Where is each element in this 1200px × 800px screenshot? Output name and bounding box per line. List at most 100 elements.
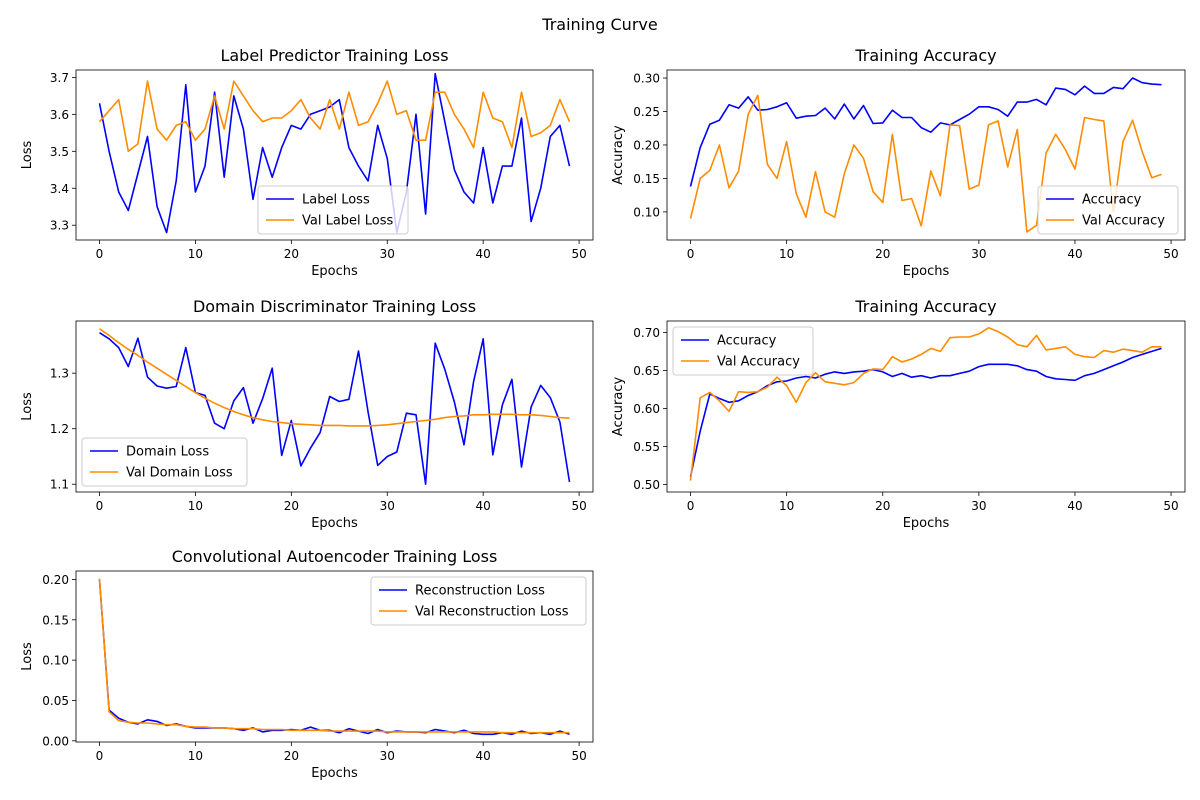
subplot-3-axes-frame (75, 320, 594, 493)
subplot-5-x-tick-label: 50 (571, 749, 586, 763)
subplot-4-x-tick-label: 0 (687, 499, 695, 513)
subplot-4-y-tick-label: 0.55 (633, 440, 660, 454)
subplot-4-legend-label-2: Val Accuracy (717, 355, 800, 370)
subplot-4-title: Training Accuracy (854, 297, 996, 316)
subplot-2-y-tick-label: 0.20 (633, 138, 660, 152)
subplot-5-y-tick-label: 0.15 (42, 613, 69, 627)
subplot-1-x-axis-label: Epochs (311, 264, 358, 279)
subplot-5-legend: Reconstruction Loss Val Reconstruction Lo… (370, 576, 587, 626)
subplot-3-y-tick-label: 1.2 (50, 422, 69, 436)
subplot-1-x-tick-label: 50 (571, 247, 586, 261)
subplot-2-series-2-line (689, 94, 1162, 233)
subplot-1-x-tick-label: 0 (96, 247, 104, 261)
subplot-4-y-tick-label: 0.60 (633, 402, 660, 416)
subplot-5-x-tick-label: 10 (188, 749, 203, 763)
subplot-1-y-tick-label: 3.7 (50, 71, 69, 85)
subplot-1-title: Label Predictor Training Loss (220, 46, 448, 65)
subplot-4-y-tick-label: 0.65 (633, 364, 660, 378)
subplot-2-x-tick-label: 10 (779, 247, 794, 261)
subplot-2: Training Accuracy 0 10 20 30 40 50 0.10 0.15 0.20… (611, 46, 1186, 279)
subplot-5-y-tick-label: 0.20 (42, 573, 69, 587)
figure-suptitle: Training Curve (541, 15, 657, 34)
subplot-2-x-tick-label: 0 (687, 247, 695, 261)
subplot-4-x-tick-label: 30 (971, 499, 986, 513)
subplot-4-x-axis-label: Epochs (903, 516, 950, 531)
subplots-container: Label Predictor Training Loss 0 10 20 30 40 50… (20, 46, 1186, 781)
subplot-1-legend-label-2: Val Label Loss (302, 214, 394, 229)
subplot-1-y-axis-label: Loss (20, 141, 35, 170)
subplot-5-x-tick-label: 0 (96, 749, 104, 763)
subplot-5: Convolutional Autoencoder Training Loss 0… (20, 547, 594, 781)
subplot-5-legend-label-1: Reconstruction Loss (415, 584, 545, 599)
subplot-1-axes-frame (75, 69, 594, 241)
subplot-3-x-tick-label: 40 (476, 499, 491, 513)
subplot-4-axes-frame (666, 320, 1186, 493)
subplot-3-x-axis-label: Epochs (311, 516, 358, 531)
subplot-1-y-tick-label: 3.4 (50, 182, 69, 196)
subplot-4-x-tick-label: 40 (1067, 499, 1082, 513)
subplot-2-legend-box (1037, 185, 1179, 235)
subplot-5-x-tick-label: 40 (476, 749, 491, 763)
subplot-2-legend: Accuracy Val Accuracy (1037, 185, 1179, 235)
subplot-4-y-axis-label: Accuracy (611, 377, 626, 437)
subplot-3-x-tick-label: 10 (188, 499, 203, 513)
subplot-1-x-tick-label: 40 (476, 247, 491, 261)
subplot-2-axes-frame (666, 69, 1186, 241)
subplot-2-x-tick-label: 30 (971, 247, 986, 261)
subplot-2-y-tick-label: 0.10 (633, 205, 660, 219)
subplot-5-legend-label-2: Val Reconstruction Loss (415, 605, 569, 620)
subplot-5-axes-frame (75, 570, 594, 743)
subplot-2-legend-label-1: Accuracy (1082, 193, 1142, 208)
subplot-4-y-tick-label: 0.50 (633, 478, 660, 492)
subplot-5-x-axis-label: Epochs (311, 766, 358, 781)
subplot-3-series-1-line (99, 332, 571, 486)
subplot-5-legend-box (370, 576, 587, 626)
subplot-1-x-tick-label: 10 (188, 247, 203, 261)
subplot-2-title: Training Accuracy (854, 46, 996, 65)
subplot-5-title: Convolutional Autoencoder Training Loss (172, 547, 498, 566)
subplot-3: Domain Discriminator Training Loss 0 10 20 3… (20, 297, 594, 531)
subplot-1-y-tick-label: 3.6 (50, 108, 69, 122)
subplot-3-y-tick-label: 1.1 (50, 478, 69, 492)
subplot-2-legend-label-2: Val Accuracy (1082, 214, 1165, 229)
subplot-4-series-2-line (689, 326, 1162, 481)
subplot-5-y-tick-label: 0.10 (42, 654, 69, 668)
subplot-4-y-tick-label: 0.70 (633, 326, 660, 340)
subplot-1-legend-box (257, 185, 409, 235)
subplot-2-y-tick-label: 0.30 (633, 72, 660, 86)
subplot-3-legend-label-1: Domain Loss (126, 445, 209, 460)
subplot-3-x-tick-label: 20 (284, 499, 299, 513)
subplot-5-y-tick-label: 0.05 (42, 694, 69, 708)
subplot-1-series-1-line (98, 72, 571, 234)
subplot-5-y-axis-label: Loss (20, 642, 35, 671)
subplot-3-title: Domain Discriminator Training Loss (193, 297, 476, 316)
subplot-2-y-tick-label: 0.25 (633, 105, 660, 119)
subplot-4-x-tick-label: 20 (875, 499, 890, 513)
subplot-2-y-tick-label: 0.15 (633, 172, 660, 186)
subplot-4-x-tick-label: 10 (779, 499, 794, 513)
subplot-3-x-tick-label: 0 (96, 499, 104, 513)
subplot-4-legend-label-1: Accuracy (717, 334, 777, 349)
subplot-1-x-tick-label: 30 (380, 247, 395, 261)
subplot-1-y-tick-label: 3.5 (50, 145, 69, 159)
subplot-1-legend: Label Loss Val Label Loss (257, 185, 409, 235)
subplot-3-series-2-line (99, 328, 570, 427)
subplot-4-x-tick-label: 50 (1163, 499, 1178, 513)
subplot-3-legend-box (81, 437, 248, 487)
subplot-1-y-tick-label: 3.3 (50, 219, 69, 233)
subplot-5-x-tick-label: 30 (380, 749, 395, 763)
subplot-3-y-axis-label: Loss (20, 392, 35, 421)
subplot-2-y-axis-label: Accuracy (611, 125, 626, 185)
subplot-4-legend-box (672, 326, 814, 376)
subplot-1-x-tick-label: 20 (284, 247, 299, 261)
subplot-5-series-2-line (98, 578, 570, 734)
subplot-4-legend: Accuracy Val Accuracy (672, 326, 814, 376)
subplot-2-x-tick-label: 50 (1163, 247, 1178, 261)
subplot-1: Label Predictor Training Loss 0 10 20 30 40 50… (20, 46, 594, 279)
subplot-3-legend-label-2: Val Domain Loss (126, 466, 233, 481)
subplot-2-x-tick-label: 20 (875, 247, 890, 261)
subplot-5-x-tick-label: 20 (284, 749, 299, 763)
subplot-4: Training Accuracy 0 10 20 30 40 50 0.50 0.55 0.60… (611, 297, 1186, 531)
